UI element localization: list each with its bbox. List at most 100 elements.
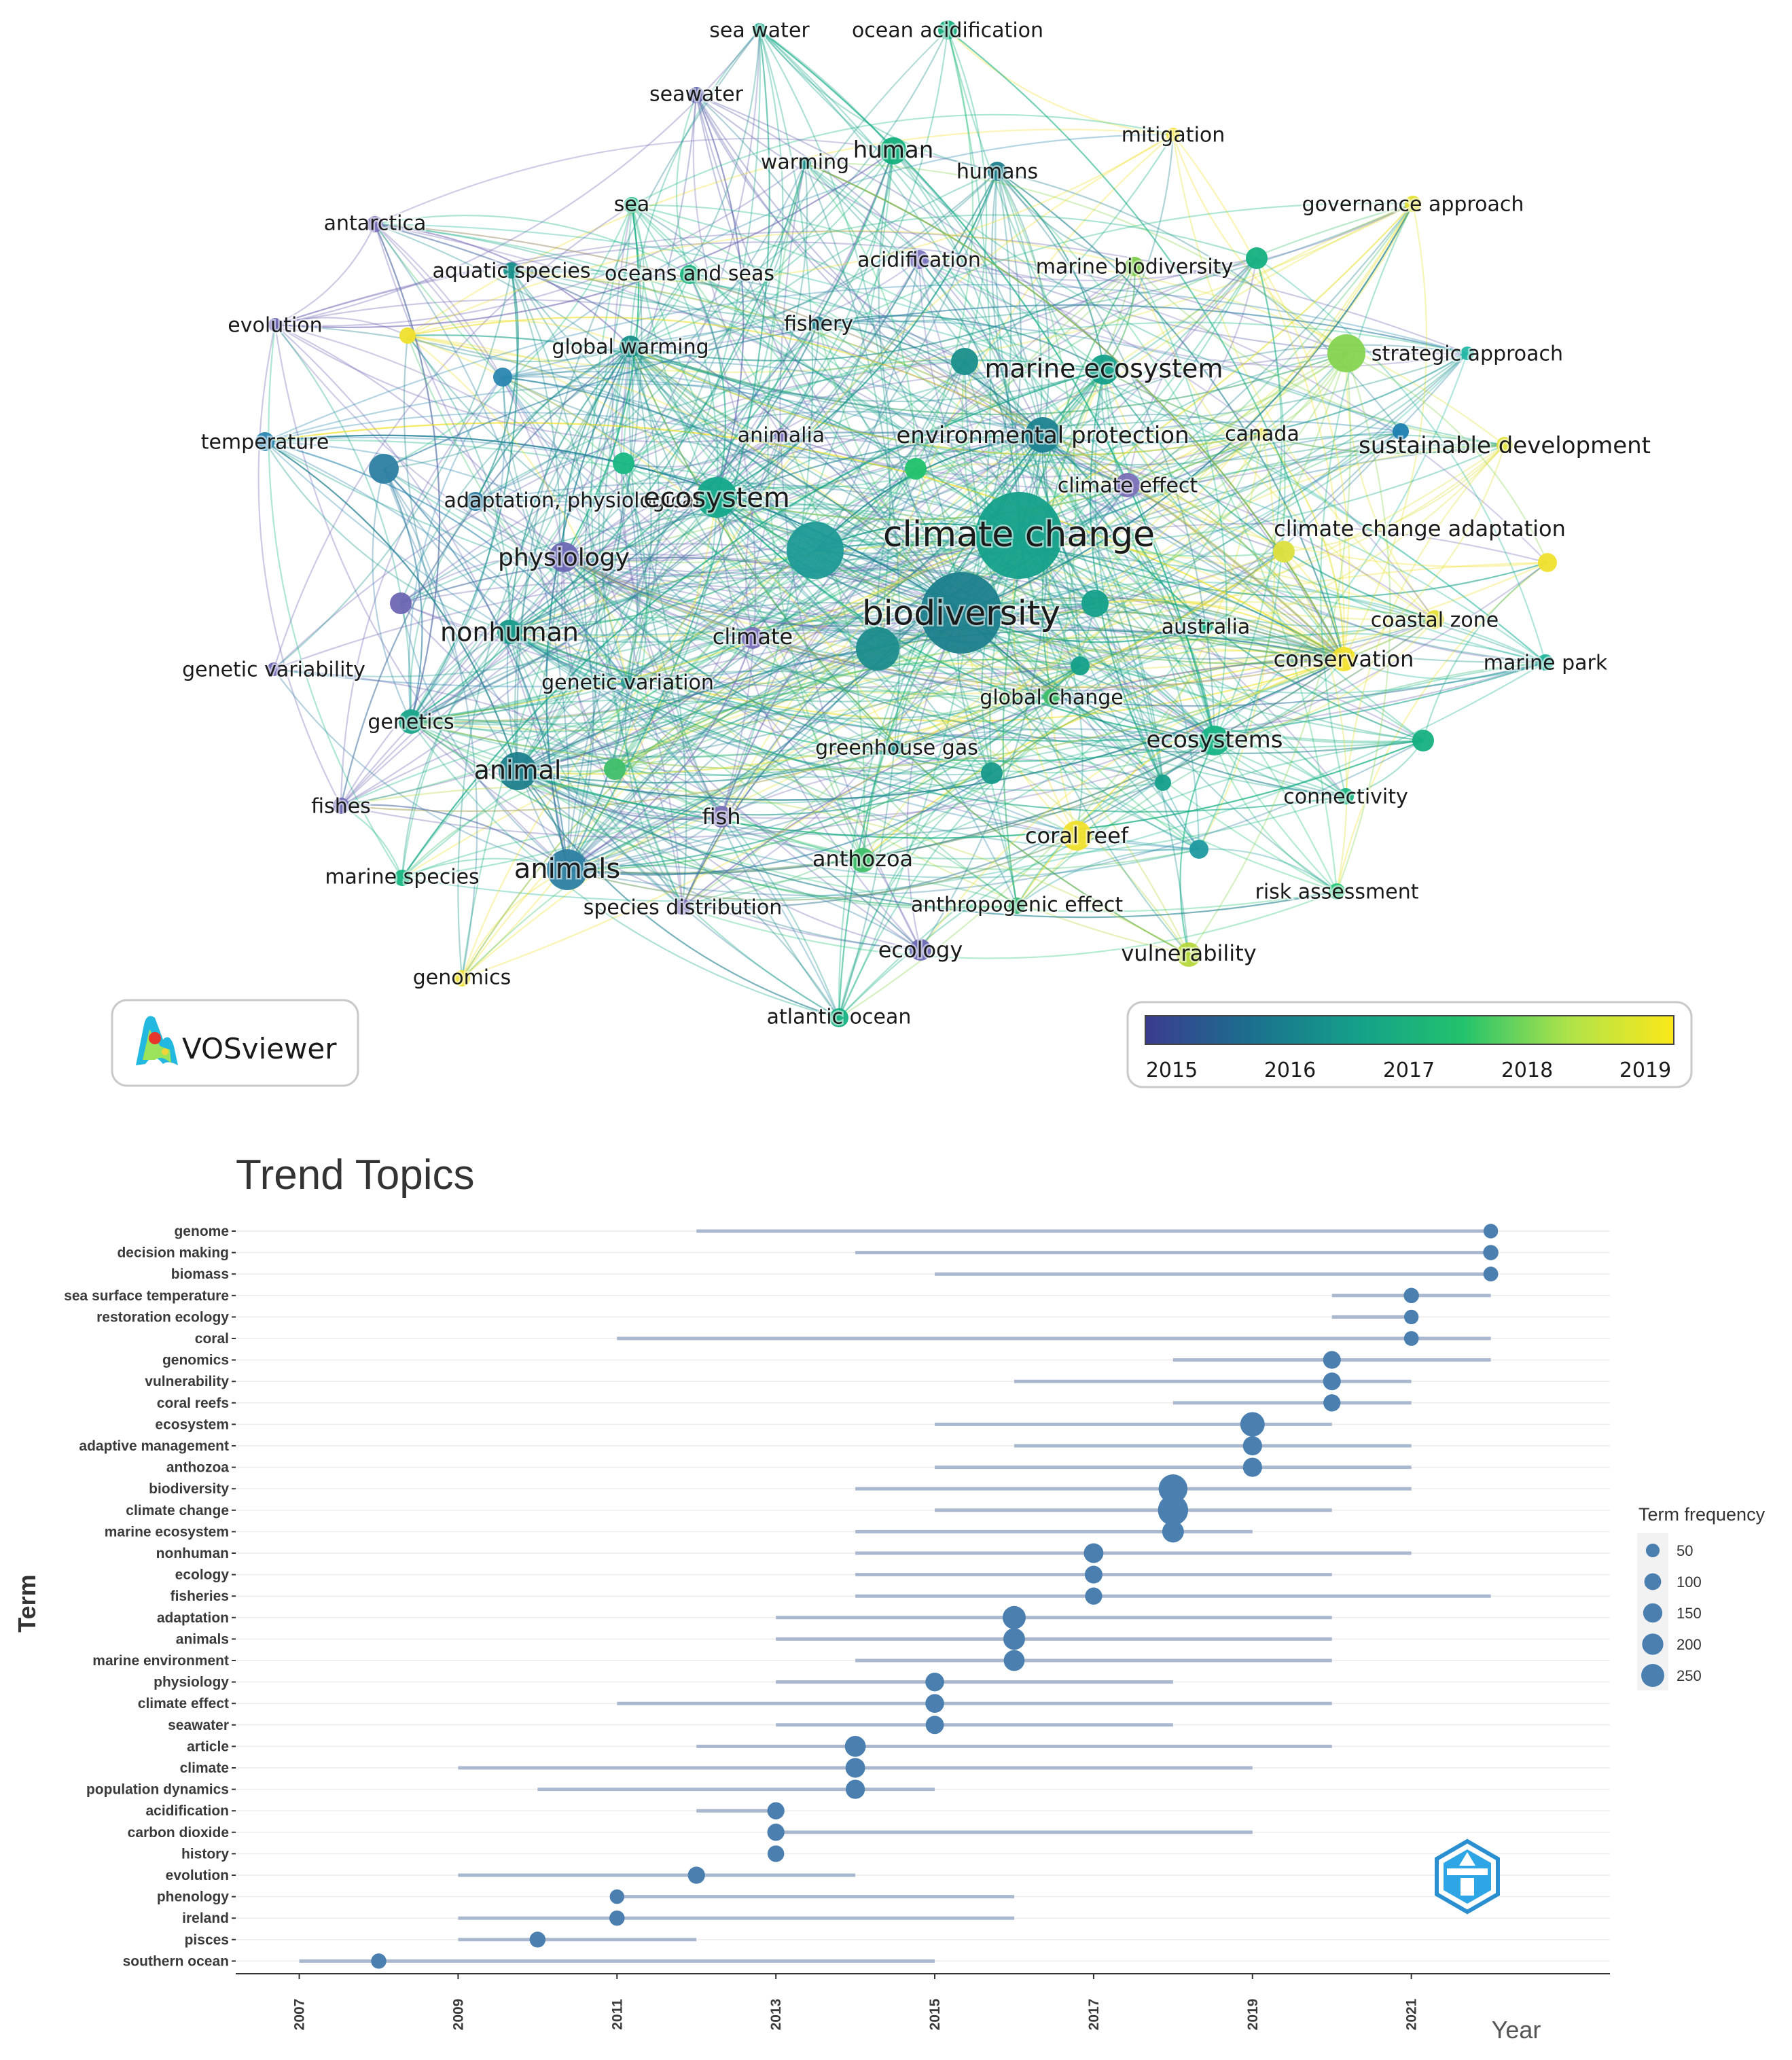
network-node-label: antarctica (324, 212, 427, 236)
network-link (407, 335, 878, 650)
network-link (1018, 352, 1347, 536)
network-link (383, 304, 1468, 469)
network-link (721, 202, 1414, 817)
network-link (517, 658, 1344, 801)
network-link (914, 29, 974, 469)
network-link (1079, 637, 1344, 667)
network-node (799, 157, 811, 169)
network-link (1018, 353, 1468, 537)
network-link (696, 94, 1344, 660)
network-link (752, 468, 917, 639)
term-label: animals (176, 1631, 229, 1647)
network-link (563, 543, 962, 614)
network-link (623, 462, 1215, 741)
network-link (1133, 266, 1435, 620)
network-node-label: humans (956, 160, 1038, 184)
network-node (910, 250, 929, 269)
network-link (720, 369, 1105, 817)
network-link (509, 171, 998, 633)
network-link (1042, 353, 1347, 438)
vosviewer-logo-text: VOSviewer (182, 1032, 337, 1065)
network-link (620, 346, 722, 817)
network-link (918, 258, 1548, 563)
network-link (1018, 353, 1347, 537)
network-link (517, 665, 1081, 784)
x-tick-label: 2015 (927, 1998, 943, 2030)
network-link (623, 202, 1414, 464)
network-link (274, 224, 376, 325)
network-link (1042, 344, 1468, 436)
network-link (508, 346, 631, 633)
network-link (946, 29, 1424, 741)
term-label: biomass (171, 1266, 229, 1282)
network-link (614, 203, 1414, 770)
network-link (410, 619, 1435, 771)
network-link (817, 323, 1052, 698)
network-node-label: mitigation (1122, 124, 1225, 147)
network-link (264, 441, 510, 633)
network-link (598, 346, 632, 683)
y-axis-label: Term (13, 1574, 41, 1632)
network-link (383, 468, 478, 979)
network-link (1283, 551, 1348, 892)
network-link (1336, 562, 1548, 892)
network-link (475, 346, 631, 502)
network-link (631, 205, 1435, 621)
term-label: climate change (126, 1503, 229, 1519)
network-link (340, 690, 1215, 807)
network-link (614, 768, 921, 951)
network-link (631, 204, 1338, 892)
network-node (268, 318, 282, 332)
network-link (264, 440, 753, 639)
y-tick-labels: genome decision making biomass sea surface … (64, 1224, 236, 1969)
network-link (410, 721, 1018, 908)
term-point (925, 1694, 944, 1713)
network-link (1041, 434, 1346, 797)
network-link (862, 626, 1206, 862)
network-link (401, 368, 1105, 878)
term-point (1323, 1351, 1341, 1369)
network-link (814, 421, 1401, 551)
network-link (627, 432, 1263, 683)
network-link (1188, 353, 1351, 955)
network-link (915, 468, 1285, 557)
network-link (517, 361, 965, 772)
network-link (918, 259, 1081, 667)
network-node (1025, 417, 1060, 452)
network-node-label: risk assessment (1255, 881, 1418, 904)
network-link (590, 205, 684, 908)
network-link (502, 370, 916, 469)
network-link (509, 569, 1344, 660)
network-link (509, 631, 1546, 742)
network-node (621, 675, 634, 689)
network-node-label: atlantic ocean (767, 1006, 912, 1029)
network-link (517, 770, 840, 1019)
network-link (716, 171, 999, 498)
network-link (1018, 535, 1200, 850)
network-link (509, 433, 1043, 633)
network-node-label: coral reef (1025, 823, 1129, 849)
network-link (1079, 444, 1505, 667)
network-link (567, 29, 770, 870)
network-link (613, 134, 1174, 770)
network-link (374, 223, 1020, 536)
network-link (614, 497, 718, 770)
network-link (567, 834, 1077, 901)
network-link (545, 346, 631, 870)
network-link (509, 631, 1346, 813)
network-link (961, 203, 1414, 614)
network-link (475, 481, 1344, 660)
term-point (1403, 1309, 1419, 1325)
network-link (716, 134, 1174, 499)
network-link (991, 658, 1344, 774)
term-label: pisces (185, 1932, 229, 1948)
network-link (517, 658, 1344, 801)
network-link (915, 468, 1346, 798)
network-link (862, 739, 1215, 861)
network-link (838, 369, 1105, 1018)
network-link (274, 324, 412, 722)
network-link (461, 497, 718, 979)
term-label: marine ecosystem (105, 1524, 229, 1540)
network-link (410, 171, 998, 723)
term-label: coral reefs (157, 1396, 229, 1411)
